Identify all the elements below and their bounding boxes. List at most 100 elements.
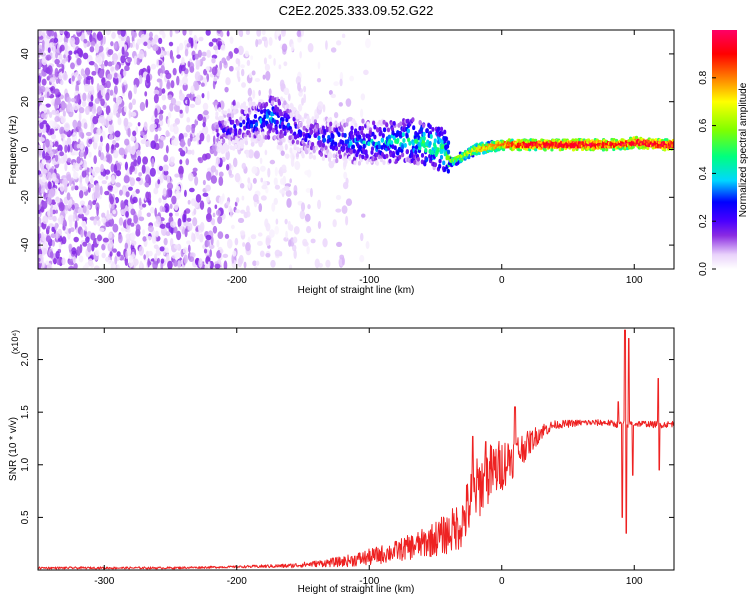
heat-cell bbox=[283, 100, 287, 106]
heat-cell bbox=[295, 139, 300, 145]
x-tick-label: -300 bbox=[94, 275, 114, 286]
heat-cell bbox=[461, 153, 464, 161]
heat-cell bbox=[66, 96, 72, 103]
heat-cell bbox=[49, 207, 53, 218]
heat-cell bbox=[350, 125, 354, 131]
heat-cell bbox=[41, 78, 47, 86]
heat-cell bbox=[156, 58, 159, 68]
heat-cell bbox=[66, 137, 72, 146]
heat-cell bbox=[202, 122, 206, 128]
heat-cell bbox=[191, 124, 196, 134]
heat-cell bbox=[231, 139, 235, 145]
heat-cell bbox=[512, 141, 514, 149]
colorbar-tick-label: 0.6 bbox=[698, 118, 709, 132]
heat-cell bbox=[510, 141, 513, 149]
heat-cell bbox=[518, 141, 520, 149]
heat-cell bbox=[602, 141, 604, 149]
heat-cell bbox=[192, 137, 197, 142]
heat-cell bbox=[87, 242, 92, 253]
heat-cell bbox=[220, 44, 226, 52]
heat-cell bbox=[571, 138, 575, 142]
heat-cell bbox=[167, 260, 173, 269]
y-tick-label: 1.0 bbox=[20, 457, 31, 471]
heat-cell bbox=[195, 37, 199, 42]
heat-cell bbox=[104, 190, 110, 196]
heat-cell bbox=[108, 124, 114, 135]
heat-cell bbox=[124, 161, 129, 171]
heat-cell bbox=[378, 144, 382, 150]
heat-cell bbox=[42, 150, 46, 159]
heat-cell bbox=[616, 141, 618, 149]
heat-cell bbox=[252, 89, 256, 100]
heat-cell bbox=[297, 82, 302, 92]
heat-cell bbox=[543, 148, 547, 152]
heat-cell bbox=[82, 205, 87, 214]
heat-cell bbox=[215, 169, 219, 176]
colorbar-tick-label: 0.8 bbox=[698, 70, 709, 84]
heat-cell bbox=[329, 121, 333, 127]
heat-cell bbox=[290, 113, 294, 118]
spectrogram-ylabel: Frequency (Hz) bbox=[8, 116, 19, 185]
heat-cell bbox=[385, 122, 389, 128]
heat-cell bbox=[382, 160, 386, 166]
heat-cell bbox=[187, 244, 191, 253]
heat-cell bbox=[277, 100, 282, 106]
heat-cell bbox=[341, 257, 345, 266]
heat-cell bbox=[202, 192, 209, 197]
heat-cell bbox=[253, 138, 257, 143]
heat-cell bbox=[167, 112, 172, 119]
heat-cell bbox=[328, 117, 333, 122]
heat-cell bbox=[333, 81, 339, 87]
heat-cell bbox=[94, 190, 101, 199]
heat-cell bbox=[246, 59, 251, 66]
heat-cell bbox=[399, 121, 403, 127]
heat-cell bbox=[223, 120, 227, 126]
heat-cell bbox=[161, 88, 166, 94]
heat-cell bbox=[280, 150, 285, 156]
heat-cell bbox=[130, 232, 136, 241]
heat-cell bbox=[179, 225, 184, 230]
heat-cell bbox=[132, 196, 138, 204]
heat-cell bbox=[664, 141, 666, 149]
heat-cell bbox=[218, 171, 224, 177]
heat-cell bbox=[251, 70, 256, 76]
heat-cell bbox=[59, 151, 65, 157]
heat-cell bbox=[239, 230, 246, 236]
heat-cell bbox=[120, 55, 126, 64]
heat-cell bbox=[45, 235, 52, 243]
heat-cell bbox=[98, 68, 105, 79]
heat-cell bbox=[101, 77, 106, 86]
heat-cell bbox=[141, 203, 147, 208]
heat-cell bbox=[139, 260, 143, 269]
heat-cell bbox=[173, 244, 180, 250]
heat-cell bbox=[87, 258, 94, 267]
heat-cell bbox=[437, 126, 441, 132]
heat-cell bbox=[441, 144, 445, 150]
heat-cell bbox=[99, 185, 103, 196]
heat-cell bbox=[187, 98, 190, 107]
heat-cell bbox=[137, 122, 141, 127]
heat-cell bbox=[44, 41, 50, 48]
heat-cell bbox=[641, 139, 644, 147]
heat-cell bbox=[237, 217, 245, 224]
x-tick-label: -200 bbox=[227, 275, 247, 286]
heat-cell bbox=[247, 87, 252, 97]
heat-cell bbox=[215, 209, 221, 216]
heat-cell bbox=[63, 54, 66, 59]
heat-cell bbox=[188, 256, 195, 263]
heat-cell bbox=[367, 135, 371, 141]
heat-cell bbox=[187, 222, 193, 232]
heat-cell bbox=[222, 148, 226, 154]
heat-cell bbox=[341, 205, 348, 214]
heat-cell bbox=[429, 134, 433, 139]
heat-cell bbox=[60, 115, 66, 124]
heat-cell bbox=[77, 120, 82, 130]
heat-cell bbox=[52, 209, 56, 215]
heat-cell bbox=[270, 100, 274, 106]
heat-cell bbox=[279, 189, 286, 194]
heat-cell bbox=[365, 153, 369, 159]
heat-cell bbox=[354, 122, 358, 128]
heat-cell bbox=[474, 152, 479, 156]
heat-cell bbox=[648, 140, 651, 148]
heat-cell bbox=[74, 149, 79, 156]
